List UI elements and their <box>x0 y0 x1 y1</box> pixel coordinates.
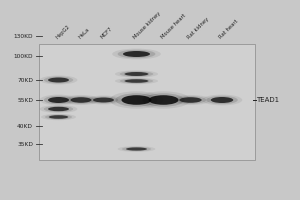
Ellipse shape <box>123 51 150 57</box>
Text: 40KD: 40KD <box>17 123 33 129</box>
Ellipse shape <box>48 97 69 103</box>
Ellipse shape <box>44 96 73 104</box>
Ellipse shape <box>40 75 77 84</box>
Ellipse shape <box>170 95 211 105</box>
Ellipse shape <box>122 95 152 105</box>
Ellipse shape <box>120 71 153 77</box>
Text: Mouse heart: Mouse heart <box>160 13 187 40</box>
Text: TEAD1: TEAD1 <box>256 97 280 103</box>
Ellipse shape <box>110 91 164 109</box>
Ellipse shape <box>66 96 96 104</box>
Ellipse shape <box>124 79 148 83</box>
Text: 130KD: 130KD <box>14 33 33 38</box>
Ellipse shape <box>118 146 155 152</box>
Text: Rat kidney: Rat kidney <box>187 16 211 40</box>
Ellipse shape <box>115 70 158 78</box>
Ellipse shape <box>41 114 76 120</box>
Bar <box>39 44 255 160</box>
Ellipse shape <box>142 93 184 107</box>
Ellipse shape <box>48 77 69 82</box>
Text: 55KD: 55KD <box>17 98 33 102</box>
Ellipse shape <box>49 115 68 119</box>
Ellipse shape <box>124 72 148 76</box>
Ellipse shape <box>211 97 233 103</box>
Text: Rat heart: Rat heart <box>218 19 239 40</box>
Ellipse shape <box>179 97 202 103</box>
Text: HepG2: HepG2 <box>55 24 71 40</box>
Ellipse shape <box>112 49 161 59</box>
Ellipse shape <box>120 78 153 84</box>
Ellipse shape <box>206 96 238 104</box>
Text: 100KD: 100KD <box>14 53 33 58</box>
Ellipse shape <box>40 95 77 105</box>
Ellipse shape <box>85 96 122 104</box>
Ellipse shape <box>45 114 72 120</box>
Ellipse shape <box>89 97 118 104</box>
Ellipse shape <box>70 97 92 103</box>
Ellipse shape <box>40 105 77 113</box>
Ellipse shape <box>44 76 73 84</box>
Ellipse shape <box>136 91 190 109</box>
Ellipse shape <box>93 98 114 102</box>
Ellipse shape <box>44 106 73 112</box>
Ellipse shape <box>115 78 158 84</box>
Text: 70KD: 70KD <box>17 77 33 82</box>
Ellipse shape <box>118 50 155 58</box>
Text: 35KD: 35KD <box>17 142 33 146</box>
Text: Mouse kidney: Mouse kidney <box>133 11 162 40</box>
Ellipse shape <box>122 147 151 151</box>
Ellipse shape <box>148 95 178 105</box>
Ellipse shape <box>202 95 242 105</box>
Ellipse shape <box>48 107 69 111</box>
Ellipse shape <box>116 93 158 107</box>
Ellipse shape <box>175 96 206 104</box>
Text: HeLa: HeLa <box>77 27 90 40</box>
Ellipse shape <box>62 95 100 105</box>
Text: MCF7: MCF7 <box>100 26 114 40</box>
Ellipse shape <box>126 147 147 151</box>
